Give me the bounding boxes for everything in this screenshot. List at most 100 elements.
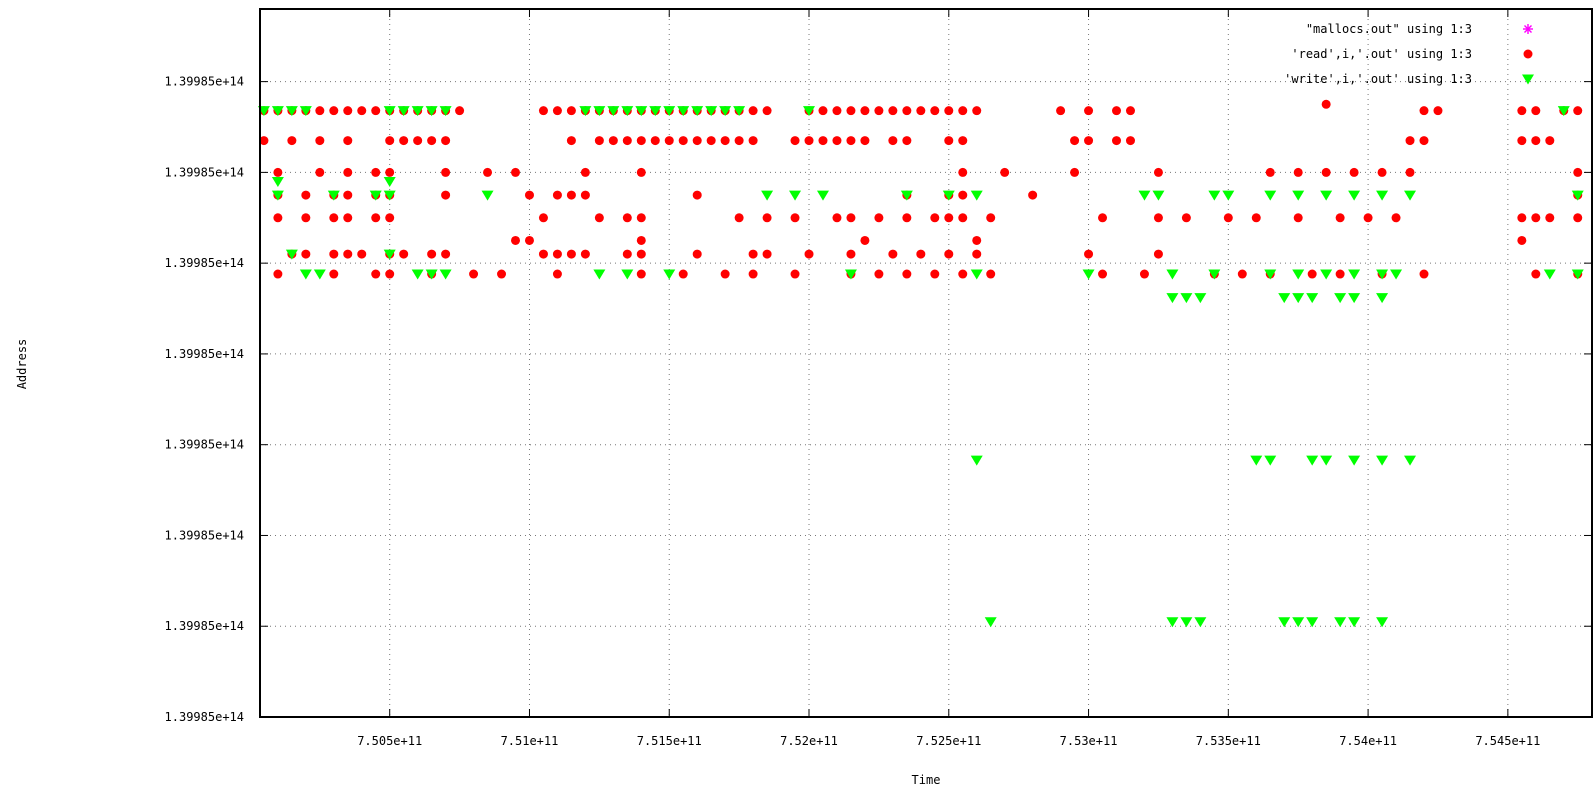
read-point — [329, 249, 339, 259]
write-point — [579, 106, 592, 117]
read-point — [273, 269, 283, 279]
read-point — [930, 106, 940, 116]
read-point — [888, 136, 898, 146]
read-point — [552, 190, 562, 200]
write-point — [425, 269, 438, 280]
read-point — [762, 249, 772, 259]
read-point — [930, 269, 940, 279]
read-point — [566, 136, 576, 146]
x-axis-title: Time — [912, 773, 941, 787]
read-point — [860, 106, 870, 116]
write-point — [1194, 293, 1207, 304]
read-point — [1335, 213, 1345, 223]
write-point — [1348, 455, 1361, 466]
read-point — [944, 213, 954, 223]
read-point — [566, 249, 576, 259]
read-point — [399, 249, 409, 259]
read-point — [762, 106, 772, 116]
write-point — [803, 106, 816, 117]
read-point — [846, 136, 856, 146]
series-group — [259, 99, 1583, 279]
write-point — [1166, 269, 1179, 280]
read-point — [902, 106, 912, 116]
read-point — [371, 167, 381, 177]
y-tick-label: 1.39985e+14 — [165, 165, 244, 179]
read-point — [972, 106, 982, 116]
read-point — [399, 136, 409, 146]
read-point — [524, 190, 534, 200]
read-point — [343, 190, 353, 200]
read-point — [692, 190, 702, 200]
write-point — [271, 176, 284, 187]
write-point — [1306, 455, 1319, 466]
read-point — [427, 136, 437, 146]
read-point — [580, 167, 590, 177]
read-point — [441, 136, 451, 146]
read-point — [1125, 136, 1135, 146]
write-point — [1390, 269, 1403, 280]
write-point — [942, 190, 955, 201]
x-tick-label: 7.54e+11 — [1339, 734, 1397, 748]
write-point — [1348, 269, 1361, 280]
write-point — [299, 106, 312, 117]
read-point — [636, 136, 646, 146]
write-point — [1208, 190, 1221, 201]
read-point — [538, 213, 548, 223]
write-point — [691, 106, 704, 117]
y-tick-label: 1.39985e+14 — [165, 75, 244, 89]
write-point — [635, 106, 648, 117]
read-point — [846, 213, 856, 223]
x-tick-label: 7.505e+11 — [357, 734, 422, 748]
read-point — [846, 106, 856, 116]
read-point — [538, 249, 548, 259]
write-point — [425, 106, 438, 117]
x-tick-label: 7.535e+11 — [1196, 734, 1261, 748]
x-tick-label: 7.515e+11 — [637, 734, 702, 748]
write-point — [383, 176, 396, 187]
write-point — [1334, 293, 1347, 304]
read-point — [832, 136, 842, 146]
read-point — [1153, 167, 1163, 177]
read-point — [301, 190, 311, 200]
read-point — [1363, 213, 1373, 223]
read-point — [301, 249, 311, 259]
write-point — [1292, 617, 1305, 628]
write-point — [1264, 269, 1277, 280]
write-point — [1320, 455, 1333, 466]
read-point — [343, 136, 353, 146]
write-point — [299, 269, 312, 280]
write-point — [1404, 455, 1417, 466]
write-point — [1264, 455, 1277, 466]
read-point — [343, 167, 353, 177]
write-point — [593, 269, 606, 280]
write-point — [621, 106, 634, 117]
read-point — [958, 213, 968, 223]
read-point — [1531, 136, 1541, 146]
write-point — [397, 106, 410, 117]
read-point — [315, 136, 325, 146]
legend-label: 'write',i,'.out' using 1:3 — [1284, 72, 1472, 86]
read-point — [1084, 106, 1094, 116]
write-point — [1250, 455, 1263, 466]
read-point — [636, 235, 646, 245]
read-point — [594, 136, 604, 146]
write-point — [984, 617, 997, 628]
read-point — [622, 249, 632, 259]
write-point — [677, 106, 690, 117]
write-point — [1376, 293, 1389, 304]
read-point — [1545, 136, 1555, 146]
read-point — [1153, 249, 1163, 259]
read-point — [860, 136, 870, 146]
read-point — [804, 136, 814, 146]
read-point — [636, 249, 646, 259]
write-point — [271, 190, 284, 201]
grid-lines — [260, 9, 1592, 717]
write-point — [1571, 269, 1584, 280]
write-point — [705, 106, 718, 117]
write-point — [1404, 190, 1417, 201]
read-point — [720, 136, 730, 146]
read-point — [944, 106, 954, 116]
read-point — [706, 136, 716, 146]
read-point — [315, 167, 325, 177]
